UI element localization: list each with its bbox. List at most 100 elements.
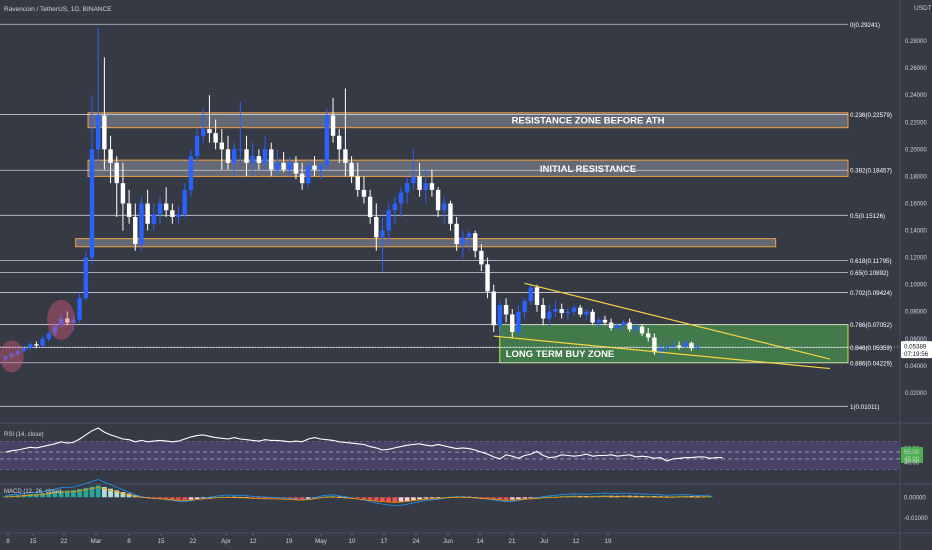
macd-bar: [40, 493, 45, 498]
last-price-text: 0.05389: [904, 344, 927, 351]
macd-bar: [404, 497, 410, 501]
countdown-text: 07:19:56: [904, 351, 929, 358]
candle-body: [479, 250, 484, 265]
macd-bar: [448, 496, 453, 498]
candle-body: [182, 189, 187, 215]
candle-body: [435, 189, 441, 211]
macd-bar: [472, 497, 478, 498]
fib-label-4: 0.618(0.11795): [850, 258, 892, 265]
buy-zone-label: LONG TERM BUY ZONE: [506, 349, 615, 360]
candle-body: [361, 189, 367, 197]
buy-zone: [499, 324, 849, 364]
signal-line: [5, 486, 711, 503]
macd-bar: [176, 497, 181, 500]
candle-body: [170, 210, 175, 217]
price-tick: 0.20000: [905, 147, 927, 153]
candle-body: [15, 350, 21, 354]
candle-body: [349, 162, 354, 177]
candle-body: [126, 203, 132, 217]
candle-body: [658, 348, 663, 353]
macd-bar: [169, 497, 175, 500]
macd-bar: [219, 496, 225, 498]
candle-body: [299, 173, 305, 184]
macd-title: MACD (12, 26, close): [4, 489, 61, 495]
candle-body: [417, 176, 422, 190]
candle-body: [330, 115, 336, 136]
candle-body: [40, 338, 45, 346]
rsi-tick: 40.00: [904, 460, 920, 466]
macd-bar: [89, 486, 95, 498]
currency-label: USDT: [914, 5, 932, 12]
macd-bar: [318, 497, 324, 498]
time-tick: 8: [127, 538, 131, 545]
macd-bar: [343, 497, 348, 498]
rsi-line: [5, 427, 723, 462]
candle-body: [9, 353, 14, 357]
macd-bar: [163, 497, 169, 499]
macd-bar: [200, 497, 206, 499]
candle-body: [411, 176, 416, 184]
candle-body: [355, 176, 360, 190]
macd-bar: [485, 497, 490, 499]
macd-bar: [157, 497, 163, 499]
candle-body: [485, 264, 490, 292]
macd-bar: [34, 493, 39, 498]
highlight-circle-1: [47, 299, 76, 340]
candle-body: [503, 304, 509, 315]
zone-label-1: INITIAL RESISTANCE: [540, 164, 636, 175]
rsi-level-box: [901, 453, 923, 463]
candle-body: [201, 129, 206, 136]
candle-body: [318, 165, 323, 170]
candle-body: [244, 149, 249, 163]
price-tick: 0.22000: [905, 120, 927, 126]
candle-body: [306, 165, 311, 184]
price-tick: 0.02000: [905, 391, 927, 397]
candle-body: [652, 337, 657, 353]
macd-bar: [305, 497, 311, 499]
macd-bar: [386, 497, 392, 502]
candle-body: [528, 287, 533, 301]
price-tick: 0.18000: [905, 174, 927, 180]
time-tick: 19: [605, 538, 612, 545]
time-tick: 8: [6, 538, 10, 545]
symbol-title: Ravencoin / TetherUS, 1D, BINANCE: [4, 6, 112, 13]
candle-body: [52, 325, 58, 334]
candle-body: [454, 223, 459, 245]
candle-body: [145, 203, 150, 224]
candle-body: [670, 345, 676, 347]
candle-body: [262, 149, 268, 163]
time-tick: 24: [413, 538, 420, 545]
candle-body: [114, 162, 119, 184]
macd-bar: [262, 497, 268, 499]
candle-body: [460, 237, 466, 245]
candle-body: [238, 149, 243, 151]
candle-body: [448, 203, 453, 224]
wedge-line-1: [493, 335, 831, 370]
time-tick: 15: [158, 538, 165, 545]
candle-body: [374, 217, 379, 238]
candle-body: [497, 304, 503, 326]
candle-body: [633, 326, 639, 330]
macd-bar: [114, 490, 120, 498]
candle-body: [683, 342, 688, 347]
price-tick: 0.16000: [905, 201, 927, 207]
macd-bar: [250, 497, 256, 499]
time-tick: 14: [477, 538, 484, 545]
macd-bar: [429, 497, 435, 499]
fib-label-3: 0.5(0.15126): [850, 213, 885, 220]
macd-bar: [509, 497, 515, 500]
candle-body: [120, 183, 126, 204]
macd-bar: [77, 489, 83, 498]
candle-body: [516, 311, 521, 333]
macd-bar: [707, 495, 713, 498]
macd-bar: [491, 497, 497, 499]
candle-body: [596, 319, 601, 323]
candle-body: [324, 115, 330, 166]
candle-body: [337, 135, 342, 150]
macd-bar: [108, 488, 113, 498]
macd-bar: [95, 485, 101, 498]
macd-bar: [423, 497, 429, 499]
candle-body: [627, 322, 632, 330]
macd-bar: [120, 491, 126, 498]
